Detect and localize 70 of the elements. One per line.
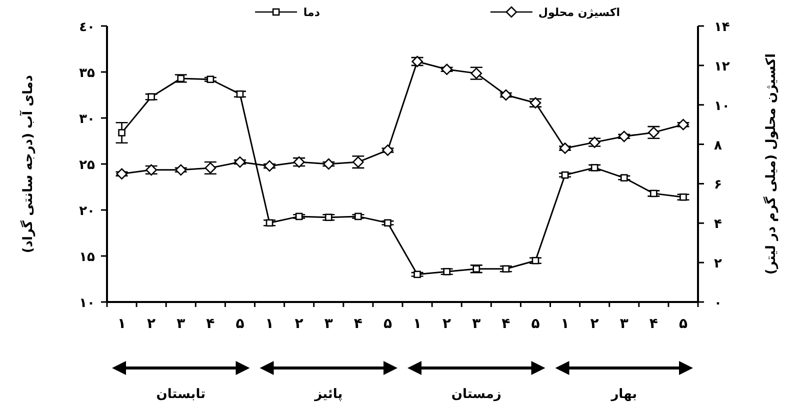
point — [175, 164, 187, 176]
point — [234, 156, 246, 168]
text: تابستان — [156, 387, 206, 402]
y-tick-label: ۱۰ — [79, 296, 95, 311]
point — [206, 76, 214, 84]
point — [382, 144, 394, 156]
point — [561, 171, 569, 179]
point — [532, 256, 540, 264]
x-tick-label: ۴ — [649, 316, 658, 332]
y2-tick-label: ۴ — [714, 217, 722, 232]
point — [502, 265, 510, 273]
x-tick-label: ۱ — [265, 316, 274, 332]
y-axis-title: دمای آب (درجه سانتی گراد) — [19, 74, 36, 254]
text: زمستان — [451, 387, 502, 402]
x-tick-label: ۲ — [147, 316, 156, 332]
x-tick-label: ۳ — [176, 316, 186, 332]
y-tick-label: ۲۰ — [79, 204, 95, 219]
x-tick-label: ۵ — [236, 316, 245, 332]
point — [384, 219, 392, 227]
y-tick-label: ٤٠ — [79, 20, 95, 35]
point — [118, 129, 126, 136]
y2-tick-label: ۸ — [714, 138, 722, 154]
x-tick-label: ۳ — [472, 316, 482, 332]
point — [500, 89, 512, 101]
y2-tick-label: ۶ — [714, 178, 722, 193]
point — [295, 212, 303, 220]
x-tick-label: ۲ — [442, 316, 452, 332]
point — [324, 214, 332, 222]
y-tick-label: ۱۵ — [79, 250, 96, 265]
x-tick-label: ۴ — [354, 316, 363, 332]
point — [441, 64, 452, 76]
legend-label: اکسیژن محلول — [538, 6, 620, 19]
x-tick-label: ۱ — [413, 316, 422, 332]
point — [590, 164, 598, 172]
y2-tick-label: ۱۰ — [714, 98, 730, 114]
x-tick-label: ۳ — [620, 316, 629, 332]
point — [266, 219, 274, 227]
point — [443, 268, 450, 276]
x-tick-label: ۲ — [590, 316, 600, 332]
y2-tick-label: ۰ — [714, 296, 722, 311]
x-tick-label: ۲ — [294, 316, 304, 332]
point — [264, 160, 276, 172]
point — [354, 212, 362, 220]
x-tick-label: ۴ — [206, 316, 216, 332]
legend-label: دما — [303, 6, 320, 19]
point — [680, 193, 687, 201]
y2-tick-label: ۱۲ — [714, 59, 730, 74]
x-tick-label: ۵ — [678, 316, 688, 332]
point — [618, 130, 630, 142]
point — [559, 142, 571, 154]
x-tick-label: ۵ — [531, 316, 540, 332]
x-tick-label: ۵ — [383, 316, 392, 332]
point — [236, 90, 244, 98]
text: پائیز — [314, 387, 343, 402]
y-tick-label: ۲۵ — [79, 158, 96, 173]
x-tick-label: ۱ — [118, 316, 126, 332]
y-tick-label: ۳۵ — [79, 66, 96, 81]
y2-tick-label: ۱۴ — [714, 20, 730, 35]
x-tick-label: ۳ — [324, 316, 334, 332]
point — [620, 174, 628, 182]
x-tick-label: ۴ — [502, 316, 511, 332]
point — [322, 158, 334, 170]
x-tick-label: ۱ — [560, 316, 570, 332]
point — [148, 93, 155, 100]
text: بهار — [610, 387, 638, 402]
y2-axis-title: اکسیژن محلول (میلی گرم در لیتر) — [763, 53, 779, 275]
point — [414, 270, 421, 278]
y2-tick-label: ۲ — [714, 256, 722, 272]
y-tick-label: ۳۰ — [79, 112, 95, 127]
point — [650, 190, 658, 198]
